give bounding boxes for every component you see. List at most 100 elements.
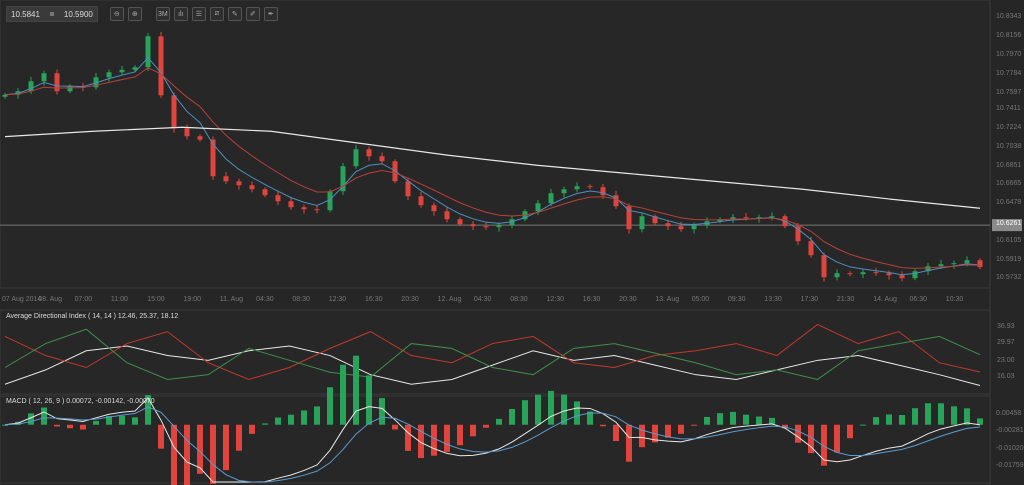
- macd-histogram-bar: [249, 424, 255, 434]
- candle-body: [288, 201, 294, 208]
- time-tick-label: 08:30: [510, 296, 528, 303]
- candle-body: [483, 226, 489, 228]
- zoom-in-icon[interactable]: ⊕: [127, 7, 142, 21]
- candle-body: [67, 86, 73, 92]
- separator: [49, 12, 54, 16]
- candle-body: [236, 181, 242, 186]
- macd-histogram-bar: [236, 424, 242, 451]
- pen-icon[interactable]: ✒: [263, 7, 278, 21]
- macd-histogram-bar: [275, 417, 281, 425]
- time-tick-label: 10:30: [945, 296, 964, 303]
- time-tick-label: 09:30: [728, 296, 746, 303]
- time-tick-label: 06:30: [909, 296, 928, 303]
- candle-body: [106, 72, 112, 78]
- macd-tick-label: -0.00281: [996, 427, 1024, 434]
- price-tick-label: 10.7970: [996, 51, 1022, 58]
- price-tick-label: 10.6478: [996, 199, 1022, 206]
- candle-body: [301, 207, 307, 210]
- bid-ask-box: 10.5841 10.5900: [6, 6, 98, 22]
- macd-histogram-bar: [171, 424, 177, 485]
- macd-histogram-bar: [67, 424, 73, 429]
- macd-tick-label: -0.01759: [996, 462, 1024, 469]
- adx-panel: [0, 309, 991, 395]
- candle-body: [873, 272, 879, 274]
- candle-body: [535, 203, 541, 212]
- candle-body: [145, 36, 151, 68]
- annotate-icon[interactable]: ✎: [227, 7, 242, 21]
- price-tick-label: 10.6665: [996, 180, 1022, 187]
- candle-body: [496, 225, 502, 228]
- price-tick-label: 10.7784: [996, 70, 1022, 77]
- candle-body: [834, 273, 840, 278]
- candle-body: [613, 195, 619, 207]
- current-price-marker: [992, 219, 1022, 232]
- macd-histogram-bar: [28, 413, 34, 425]
- candle-body: [977, 260, 983, 268]
- time-tick-label: 17:30: [800, 296, 819, 303]
- macd-tick-label: -0.01020: [996, 445, 1024, 452]
- macd-histogram-bar: [132, 417, 138, 425]
- candle-body: [925, 266, 931, 272]
- price-tick-label: 10.7597: [996, 89, 1022, 96]
- candle-body: [886, 273, 892, 276]
- candle-body: [184, 128, 190, 137]
- candle-body: [860, 272, 866, 275]
- macd-histogram-bar: [730, 411, 736, 425]
- candle-body: [197, 136, 203, 140]
- macd-histogram-bar: [964, 408, 970, 425]
- current-price-label: 10.6261: [996, 220, 1022, 228]
- price-tick-label: 10.7411: [996, 105, 1021, 112]
- macd-histogram-bar: [145, 395, 151, 425]
- time-tick-label: 13. Aug: [655, 296, 680, 303]
- time-tick-label: 07:00: [74, 296, 93, 303]
- candle-body: [639, 216, 645, 230]
- candle-body: [457, 219, 463, 225]
- macd-histogram-bar: [197, 424, 203, 474]
- candle-body: [210, 139, 216, 177]
- macd-histogram-bar: [41, 407, 47, 425]
- candle-body: [730, 217, 736, 220]
- candle-body: [652, 216, 658, 224]
- time-tick-label: 14. Aug: [873, 296, 897, 303]
- candle-body: [587, 186, 593, 188]
- edit-icon[interactable]: ✐: [245, 7, 260, 21]
- time-tick-label: 11:00: [110, 296, 128, 303]
- macd-histogram-bar: [717, 413, 723, 425]
- macd-histogram-bar: [496, 418, 502, 425]
- timeframe-button[interactable]: 3M: [155, 7, 170, 21]
- macd-histogram-bar: [587, 411, 593, 425]
- candle-body: [795, 226, 801, 242]
- macd-histogram-bar: [704, 416, 710, 425]
- candle-body: [223, 176, 229, 182]
- candle-body: [626, 206, 632, 230]
- candle-body: [28, 81, 34, 92]
- indicators-icon[interactable]: ☰: [191, 7, 206, 21]
- adx-line: [4, 345, 981, 387]
- candle-body: [405, 181, 411, 197]
- macd-histogram-bar: [184, 424, 190, 485]
- time-tick-label: 16:30: [365, 296, 383, 303]
- macd-histogram-bar: [834, 424, 840, 453]
- adx-title: Average Directional Index ( 14, 14 ) 12.…: [6, 313, 179, 320]
- macd-histogram-bar: [470, 424, 476, 437]
- macd-histogram-bar: [522, 400, 528, 425]
- macd-histogram-bar: [899, 414, 905, 425]
- macd-histogram-bar: [613, 424, 619, 442]
- candles-icon[interactable]: ılı: [173, 7, 188, 21]
- candle-body: [171, 95, 177, 129]
- candle-body: [691, 225, 697, 230]
- candle-body: [431, 205, 437, 212]
- draw-tools-icon[interactable]: ⧄: [209, 7, 224, 21]
- candle-body: [756, 217, 762, 219]
- zoom-out-icon[interactable]: ⊖: [109, 7, 124, 21]
- time-tick-label: 12:30: [328, 296, 347, 303]
- macd-histogram-bar: [379, 398, 385, 425]
- plus_di-line: [4, 328, 981, 381]
- macd-histogram-bar: [561, 394, 567, 425]
- macd-histogram-bar: [691, 424, 697, 426]
- macd-histogram-bar: [847, 424, 853, 439]
- candle-body: [808, 241, 814, 256]
- time-tick-label: 19:00: [183, 296, 202, 303]
- minus_di-line: [4, 323, 981, 380]
